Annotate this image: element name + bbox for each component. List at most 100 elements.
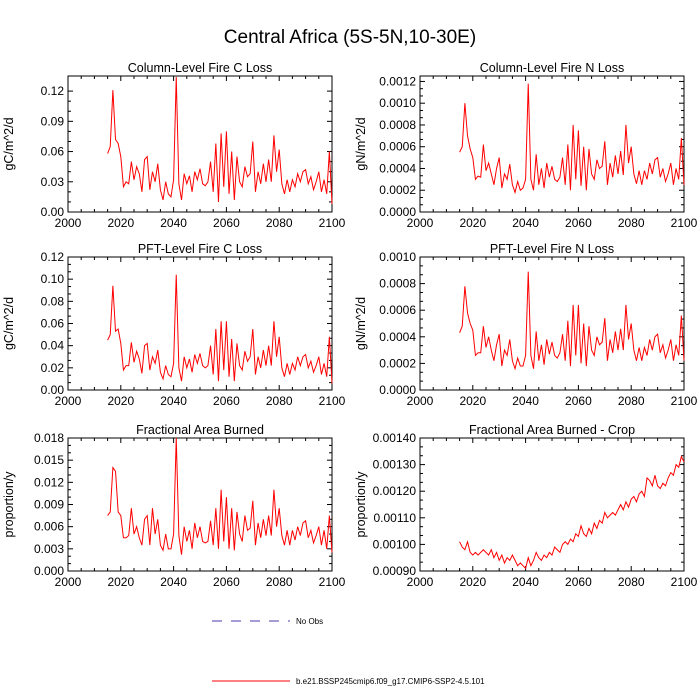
y-axis-label: gC/m^2/d bbox=[2, 297, 16, 350]
y-tick-label: 0.0008 bbox=[379, 118, 416, 132]
x-tick-label: 2100 bbox=[671, 216, 698, 230]
x-tick-label: 2000 bbox=[55, 575, 82, 589]
plot-frame bbox=[419, 437, 685, 572]
y-tick-label: 0.03 bbox=[41, 175, 65, 189]
chart-panel-6: Fractional Area Burned - Crop 2000 2020 204… bbox=[354, 423, 698, 589]
x-tick-label: 2100 bbox=[319, 216, 346, 230]
x-tick-label: 2000 bbox=[407, 575, 434, 589]
chart-panel-3: PFT-Level Fire C Loss 2000 2020 2040 2060 208… bbox=[2, 242, 346, 408]
series-line-1 bbox=[459, 83, 685, 195]
y-tick-label: 0.0002 bbox=[379, 183, 416, 197]
y-tick-label: 0.009 bbox=[34, 498, 64, 512]
panel-title: Fractional Area Burned - Crop bbox=[469, 423, 635, 437]
y-tick-label: 0.018 bbox=[34, 431, 64, 445]
panel-title: PFT-Level Fire C Loss bbox=[138, 242, 262, 256]
y-axis-label: proportion/y bbox=[354, 471, 368, 538]
x-tick-label: 2060 bbox=[565, 394, 592, 408]
chart-panel-4: PFT-Level Fire N Loss 2000 2020 2040 2060 208… bbox=[354, 242, 698, 408]
y-tick-label: 0.0000 bbox=[379, 383, 416, 397]
y-tick-label: 0.0004 bbox=[379, 161, 416, 175]
x-tick-label: 2060 bbox=[213, 394, 240, 408]
y-tick-label: 0.08 bbox=[41, 294, 65, 308]
y-tick-label: 0.006 bbox=[34, 520, 64, 534]
y-tick-label: 0.10 bbox=[41, 272, 65, 286]
y-tick-label: 0.06 bbox=[41, 145, 65, 159]
x-tick-label: 2080 bbox=[266, 394, 293, 408]
y-tick-label: 0.0002 bbox=[379, 356, 416, 370]
y-tick-label: 0.00 bbox=[41, 383, 65, 397]
x-tick-label: 2040 bbox=[512, 394, 539, 408]
chart-panel-2: Column-Level Fire N Loss 2000 2020 2040 2060… bbox=[354, 61, 698, 230]
x-tick-label: 2000 bbox=[55, 216, 82, 230]
y-tick-label: 0.00120 bbox=[373, 484, 417, 498]
plot-frame bbox=[67, 256, 333, 391]
series-line-1 bbox=[107, 274, 333, 384]
x-tick-label: 2040 bbox=[512, 216, 539, 230]
x-tick-label: 2080 bbox=[618, 216, 645, 230]
legend: No Obs b.e21.BSSP245cmip6.f09_g17.CMIP6-S… bbox=[212, 617, 485, 686]
y-tick-label: 0.06 bbox=[41, 317, 65, 331]
series-line-1 bbox=[459, 455, 685, 570]
y-tick-label: 0.00110 bbox=[374, 511, 417, 525]
y-axis-label: proportion/y bbox=[2, 471, 16, 538]
y-tick-label: 0.12 bbox=[41, 250, 65, 264]
panel-title: Column-Level Fire N Loss bbox=[480, 61, 625, 75]
x-tick-label: 2080 bbox=[618, 575, 645, 589]
series-line-1 bbox=[107, 76, 333, 204]
x-tick-label: 2020 bbox=[459, 216, 486, 230]
y-tick-label: 0.015 bbox=[34, 453, 64, 467]
x-tick-label: 2080 bbox=[266, 575, 293, 589]
y-tick-label: 0.00 bbox=[41, 205, 65, 219]
plot-frame bbox=[67, 75, 333, 213]
x-tick-label: 2040 bbox=[512, 575, 539, 589]
y-tick-label: 0.0000 bbox=[379, 205, 416, 219]
x-tick-label: 2100 bbox=[319, 394, 346, 408]
legend-label-obs: No Obs bbox=[296, 617, 323, 626]
x-tick-label: 2080 bbox=[266, 216, 293, 230]
y-tick-label: 0.0010 bbox=[379, 250, 416, 264]
chart-panel-1: Column-Level Fire C Loss 2000 2020 2040 2060… bbox=[2, 61, 346, 230]
x-tick-label: 2100 bbox=[671, 394, 698, 408]
y-tick-label: 0.0012 bbox=[379, 74, 416, 88]
series-line-1 bbox=[459, 271, 685, 371]
plot-frame bbox=[419, 256, 685, 391]
y-tick-label: 0.0010 bbox=[379, 96, 416, 110]
x-tick-label: 2060 bbox=[213, 216, 240, 230]
y-tick-label: 0.0004 bbox=[379, 330, 416, 344]
x-tick-label: 2040 bbox=[160, 394, 187, 408]
x-tick-label: 2060 bbox=[565, 216, 592, 230]
y-tick-label: 0.000 bbox=[34, 564, 64, 578]
x-tick-label: 2100 bbox=[671, 575, 698, 589]
x-tick-label: 2020 bbox=[107, 216, 134, 230]
y-axis-label: gC/m^2/d bbox=[2, 117, 16, 170]
y-tick-label: 0.04 bbox=[41, 339, 65, 353]
y-axis-label: gN/m^2/d bbox=[354, 117, 368, 170]
y-axis-label: gN/m^2/d bbox=[354, 297, 368, 350]
x-tick-label: 2020 bbox=[459, 575, 486, 589]
y-tick-label: 0.0006 bbox=[379, 303, 416, 317]
y-tick-label: 0.0008 bbox=[379, 277, 416, 291]
y-tick-label: 0.0006 bbox=[379, 140, 416, 154]
x-tick-label: 2020 bbox=[459, 394, 486, 408]
x-tick-label: 2060 bbox=[565, 575, 592, 589]
x-tick-label: 2080 bbox=[618, 394, 645, 408]
series-line-1 bbox=[107, 437, 333, 555]
x-tick-label: 2000 bbox=[55, 394, 82, 408]
y-tick-label: 0.00100 bbox=[373, 537, 417, 551]
y-tick-label: 0.02 bbox=[41, 361, 65, 375]
x-tick-label: 2100 bbox=[319, 575, 346, 589]
figure-title: Central Africa (5S-5N,10-30E) bbox=[223, 27, 477, 48]
x-tick-label: 2040 bbox=[160, 575, 187, 589]
panel-title: Column-Level Fire C Loss bbox=[128, 61, 273, 75]
y-tick-label: 0.00140 bbox=[373, 431, 417, 445]
plot-frame bbox=[419, 75, 685, 213]
x-tick-label: 2020 bbox=[107, 575, 134, 589]
y-tick-label: 0.00130 bbox=[373, 458, 417, 472]
panel-title: Fractional Area Burned bbox=[136, 423, 264, 437]
y-tick-label: 0.12 bbox=[41, 84, 65, 98]
y-tick-label: 0.012 bbox=[34, 475, 64, 489]
x-tick-label: 2040 bbox=[160, 216, 187, 230]
x-tick-label: 2000 bbox=[407, 216, 434, 230]
legend-label-run: b.e21.BSSP245cmip6.f09_g17.CMIP6-SSP2-4.… bbox=[296, 677, 485, 686]
x-tick-label: 2020 bbox=[107, 394, 134, 408]
